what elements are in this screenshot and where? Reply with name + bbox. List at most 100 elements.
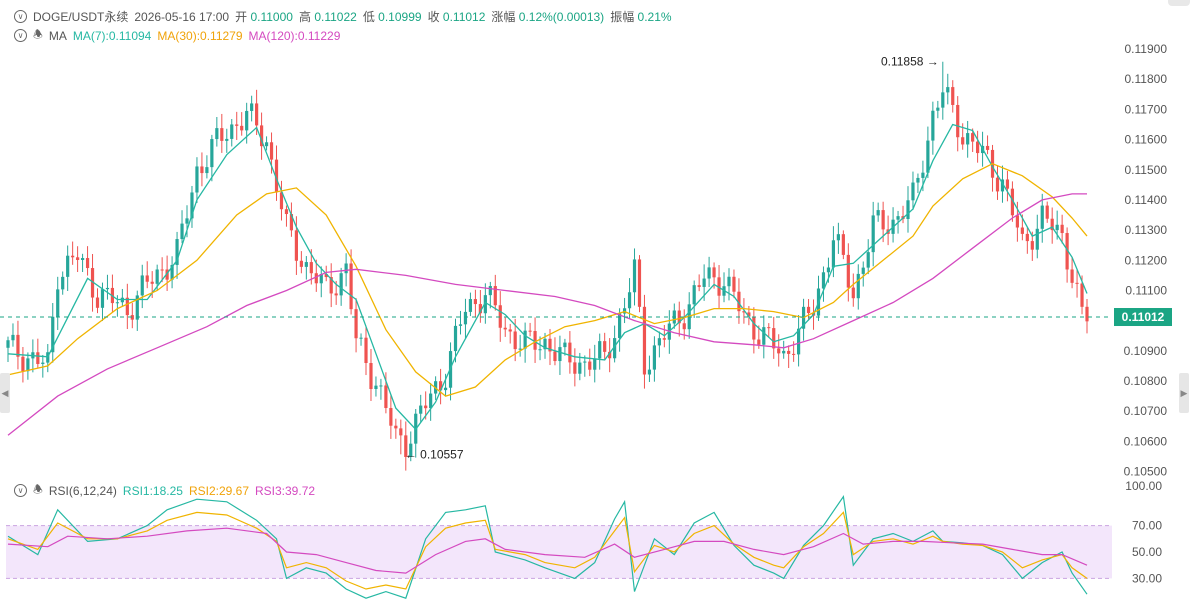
candle-body (747, 312, 751, 317)
candle-body (155, 269, 159, 284)
candle-body (80, 258, 85, 260)
candle-body (598, 341, 602, 359)
candle-body (240, 125, 244, 131)
candle-body (424, 405, 428, 409)
rsi-indicator-name: RSI(6,12,24) (48, 483, 117, 498)
scroll-left-handle[interactable]: ◀ (0, 373, 10, 413)
open-label: 开 (235, 10, 248, 24)
bell-icon[interactable]: 🕭 (33, 29, 43, 41)
candle-body (995, 177, 1000, 192)
last-price-label: 0.11012 (1122, 310, 1165, 324)
candle-body (985, 145, 990, 150)
candle-body (339, 273, 343, 296)
candle-body (36, 352, 40, 364)
collapse-chevron-icon[interactable]: ∨ (14, 10, 27, 23)
candle-body (210, 139, 214, 168)
candle-body (215, 128, 219, 140)
candle-body (180, 223, 184, 240)
candle-body (578, 362, 582, 374)
candle-body (588, 361, 592, 370)
candle-body (946, 87, 950, 93)
candle-body (518, 348, 522, 350)
candle-body (732, 276, 736, 292)
candle-body (941, 92, 945, 108)
candle-body (438, 381, 443, 391)
panel-toggle-button[interactable] (1168, 0, 1190, 6)
high-label: 高 (298, 10, 311, 24)
ma-legend: ∨ 🕭 MA MA(7):0.11094 MA(30):0.11279 MA(1… (14, 26, 340, 45)
candle-body (558, 347, 562, 362)
candle-body (777, 348, 781, 354)
candle-body (354, 309, 358, 339)
candle-body (1075, 282, 1079, 284)
candle-body (916, 177, 920, 183)
candle-body (637, 259, 642, 307)
candle-body (573, 362, 577, 374)
candle-body (41, 362, 45, 364)
candle-body (294, 230, 298, 261)
candle-body (642, 306, 647, 375)
y-tick-label: 0.11900 (1125, 42, 1168, 56)
rsi1-legend: RSI1:18.25 (122, 483, 183, 498)
candle-body (742, 311, 746, 313)
candle-body (250, 103, 254, 111)
candle-body (145, 275, 149, 282)
candle-body (568, 342, 572, 363)
candle-body (702, 278, 706, 287)
candle-body (384, 385, 388, 409)
ma-indicator-name: MA (48, 28, 67, 43)
candle-body (926, 140, 930, 173)
candle-body (717, 277, 721, 296)
candle-body (170, 264, 174, 280)
candle-body (314, 273, 318, 284)
candle-body (90, 268, 95, 298)
candle-body (951, 87, 955, 105)
candle-body (513, 331, 517, 350)
collapse-chevron-icon[interactable]: ∨ (14, 484, 27, 497)
candle-body (911, 182, 915, 201)
collapse-chevron-icon[interactable]: ∨ (14, 29, 27, 42)
close-label: 收 (427, 10, 440, 24)
amplitude-value: 0.21% (637, 10, 672, 24)
candle-body (175, 239, 179, 265)
candle-body (956, 104, 960, 138)
candle-body (881, 210, 885, 230)
rsi-legend: ∨ 🕭 RSI(6,12,24) RSI1:18.25 RSI2:29.67 R… (14, 481, 315, 500)
candle-body (627, 292, 632, 309)
candle-body (1035, 228, 1039, 250)
candle-body (324, 273, 328, 278)
candle-body (389, 408, 393, 426)
close-value: 0.11012 (442, 10, 486, 24)
candle-body (593, 358, 597, 370)
candle-body (419, 405, 423, 414)
candle-body (6, 340, 10, 348)
change-value: 0.12%(0.00013) (518, 10, 605, 24)
candle-body (205, 167, 209, 174)
candle-body (289, 214, 294, 231)
candle-body (772, 328, 776, 349)
scroll-right-handle[interactable]: ▶ (1179, 373, 1189, 413)
amplitude-label: 振幅 (610, 10, 635, 24)
candle-body (692, 285, 696, 305)
candle-body (826, 267, 831, 273)
candle-body (299, 260, 303, 267)
candle-body (329, 277, 333, 294)
candle-body (961, 137, 965, 145)
candle-body (1040, 205, 1044, 229)
candle-body (538, 349, 542, 351)
candle-body (364, 337, 368, 364)
candle-body (662, 338, 666, 340)
candle-body (458, 324, 463, 326)
candle-body (235, 124, 239, 126)
candle-body (647, 369, 652, 375)
candle-body (259, 125, 264, 147)
ma120-legend: MA(120):0.11229 (248, 28, 341, 43)
bell-icon[interactable]: 🕭 (33, 484, 43, 496)
candle-body (200, 166, 204, 174)
candle-body (543, 338, 547, 350)
candle-body (617, 313, 622, 339)
candle-body (1045, 205, 1049, 219)
open-value: 0.11000 (250, 10, 293, 24)
candle-body (682, 323, 686, 330)
